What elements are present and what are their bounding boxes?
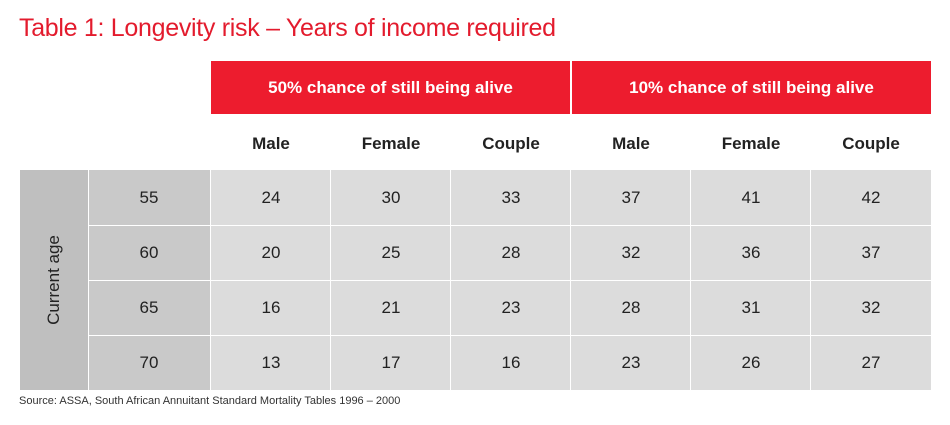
table-cell: 20 — [211, 225, 331, 280]
source-note: Source: ASSA, South African Annuitant St… — [19, 395, 401, 407]
table-cell: 37 — [811, 225, 931, 280]
table-cell: 23 — [571, 335, 691, 390]
table-cell: 24 — [211, 170, 331, 225]
row-group-label: Current age — [44, 235, 63, 325]
table-cell: 36 — [691, 225, 811, 280]
group-header-50-percent: 50% chance of still being alive — [211, 61, 570, 114]
row-group-side-panel — [20, 170, 88, 390]
table-cell: 31 — [691, 280, 811, 335]
table-cell: 42 — [811, 170, 931, 225]
age-cell: 70 — [88, 335, 210, 390]
table-cell: 13 — [211, 335, 331, 390]
table-cell: 23 — [451, 280, 571, 335]
table-cell: 33 — [451, 170, 571, 225]
table-title: Table 1: Longevity risk – Years of incom… — [19, 14, 556, 42]
age-cell: 55 — [88, 170, 210, 225]
column-header-female-50: Female — [361, 134, 421, 153]
table-cell: 17 — [331, 335, 451, 390]
table-cell: 16 — [211, 280, 331, 335]
table-cell: 28 — [571, 280, 691, 335]
grid-divider — [88, 335, 931, 336]
table-cell: 37 — [571, 170, 691, 225]
table-cell: 21 — [331, 280, 451, 335]
column-header-male-50: Male — [252, 134, 290, 153]
table-cell: 30 — [331, 170, 451, 225]
grid-divider — [88, 225, 931, 226]
age-cell: 60 — [88, 225, 210, 280]
grid-divider — [88, 280, 931, 281]
column-header-female-10: Female — [721, 134, 781, 153]
group-header-10-percent: 10% chance of still being alive — [572, 61, 931, 114]
table-cell: 27 — [811, 335, 931, 390]
table-cell: 28 — [451, 225, 571, 280]
table-cell: 16 — [451, 335, 571, 390]
age-cell: 65 — [88, 280, 210, 335]
header-separator — [570, 61, 572, 114]
column-header-male-10: Male — [612, 134, 650, 153]
table-cell: 32 — [811, 280, 931, 335]
column-header-couple-10: Couple — [842, 134, 900, 153]
table-cell: 41 — [691, 170, 811, 225]
table-cell: 26 — [691, 335, 811, 390]
column-header-couple-50: Couple — [482, 134, 540, 153]
table-cell: 32 — [571, 225, 691, 280]
table-cell: 25 — [331, 225, 451, 280]
